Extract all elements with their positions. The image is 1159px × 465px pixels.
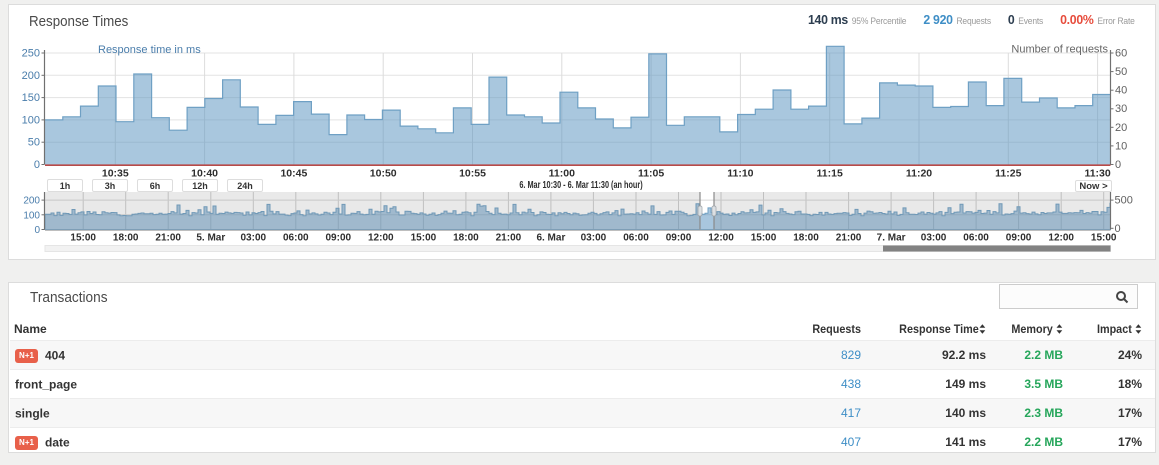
svg-text:12:00: 12:00 [368,233,394,244]
svg-text:100: 100 [23,210,40,221]
svg-text:200: 200 [23,196,40,207]
svg-text:11:20: 11:20 [906,168,932,180]
svg-text:5. Mar: 5. Mar [196,233,225,244]
svg-text:0: 0 [1115,159,1121,171]
svg-text:10:40: 10:40 [191,168,218,180]
svg-text:21:00: 21:00 [496,233,522,244]
svg-text:11:15: 11:15 [817,168,843,180]
svg-text:11:10: 11:10 [727,168,753,180]
svg-text:09:00: 09:00 [1006,233,1032,244]
svg-text:Number of requests: Number of requests [1011,44,1108,56]
svg-text:200: 200 [22,70,40,82]
svg-text:18:00: 18:00 [453,233,479,244]
svg-text:150: 150 [22,92,40,104]
svg-text:50: 50 [1115,66,1127,78]
svg-text:10:55: 10:55 [459,168,486,180]
svg-text:10:50: 10:50 [370,168,397,180]
svg-text:11:00: 11:00 [549,168,575,180]
svg-text:40: 40 [1115,85,1127,97]
svg-text:15:00: 15:00 [70,233,96,244]
svg-text:18:00: 18:00 [113,233,139,244]
svg-text:06:00: 06:00 [283,233,309,244]
svg-text:7. Mar: 7. Mar [877,233,906,244]
svg-text:15:00: 15:00 [751,233,777,244]
svg-text:06:00: 06:00 [963,233,989,244]
svg-text:21:00: 21:00 [155,233,181,244]
svg-text:30: 30 [1115,103,1127,115]
svg-text:03:00: 03:00 [581,233,607,244]
svg-text:03:00: 03:00 [921,233,947,244]
svg-text:06:00: 06:00 [623,233,649,244]
svg-text:20: 20 [1115,122,1127,134]
svg-text:11:25: 11:25 [995,168,1021,180]
svg-text:09:00: 09:00 [326,233,352,244]
svg-text:10:35: 10:35 [102,168,129,180]
svg-text:10: 10 [1115,140,1127,152]
svg-text:500: 500 [1115,195,1133,207]
svg-text:03:00: 03:00 [241,233,267,244]
svg-text:10:45: 10:45 [280,168,307,180]
svg-text:0: 0 [1115,223,1121,235]
svg-text:50: 50 [28,137,40,149]
svg-text:0: 0 [34,225,40,236]
svg-text:18:00: 18:00 [793,233,819,244]
svg-text:60: 60 [1115,48,1127,60]
svg-text:100: 100 [22,114,40,126]
svg-text:21:00: 21:00 [836,233,862,244]
svg-text:Response time in ms: Response time in ms [98,44,201,56]
svg-text:6. Mar: 6. Mar [536,233,565,244]
svg-text:12:00: 12:00 [708,233,734,244]
svg-text:11:05: 11:05 [638,168,664,180]
svg-text:11:30: 11:30 [1084,168,1110,180]
svg-text:12:00: 12:00 [1048,233,1074,244]
svg-text:09:00: 09:00 [666,233,692,244]
svg-text:0: 0 [34,159,40,171]
svg-text:15:00: 15:00 [1091,233,1117,244]
svg-text:15:00: 15:00 [411,233,437,244]
svg-text:250: 250 [22,48,40,60]
